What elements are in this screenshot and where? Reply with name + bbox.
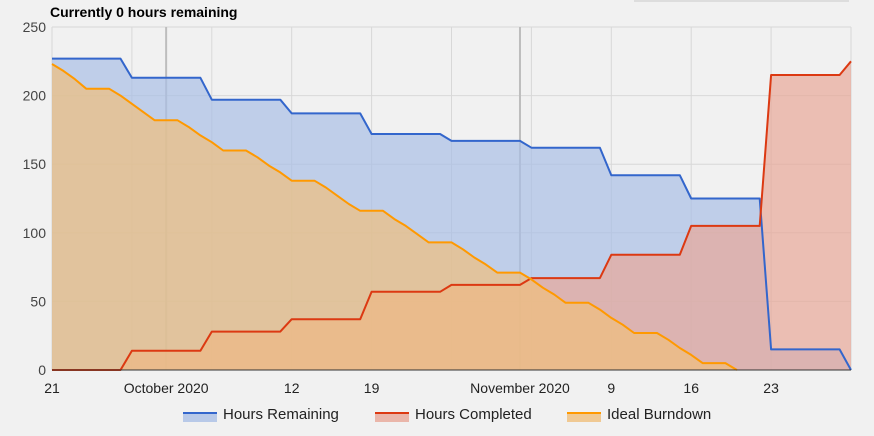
x-tick-label: 12 (284, 380, 300, 396)
y-tick-label: 250 (23, 19, 47, 35)
chart-title: Currently 0 hours remaining (50, 4, 238, 20)
x-tick-label: November 2020 (470, 380, 570, 396)
series-lines (51, 57, 852, 371)
line-series-1 (52, 57, 852, 371)
legend-label: Ideal Burndown (607, 406, 711, 423)
x-tick-label: October 2020 (124, 380, 209, 396)
axes: 0 50 100 150 200 250 21 October 2020 12 19 Novembe… (23, 19, 851, 396)
y-tick-label: 100 (23, 225, 47, 241)
x-tick-label: 21 (44, 380, 60, 396)
x-tick-label: 23 (763, 380, 779, 396)
x-tick-label: 9 (607, 380, 615, 396)
legend-label: Hours Remaining (223, 406, 339, 423)
series-areas (52, 58, 851, 371)
y-tick-label: 150 (23, 156, 47, 172)
legend-label: Hours Completed (415, 406, 532, 423)
line-series-2 (52, 60, 852, 371)
legend: Hours Remaining Hours Completed Ideal Burn… (183, 406, 711, 423)
legend-swatch (183, 413, 217, 422)
y-tick-label: 200 (23, 88, 47, 104)
area-series-2 (52, 61, 851, 371)
x-tick-label: 16 (683, 380, 699, 396)
y-tick-label: 0 (38, 362, 46, 378)
line-series-3 (51, 63, 738, 371)
top-scroll-bar (634, 0, 849, 2)
legend-swatch (375, 413, 409, 422)
legend-swatch (567, 413, 601, 422)
y-tick-label: 50 (30, 293, 46, 309)
x-tick-label: 19 (364, 380, 380, 396)
area-series-3 (52, 64, 737, 370)
